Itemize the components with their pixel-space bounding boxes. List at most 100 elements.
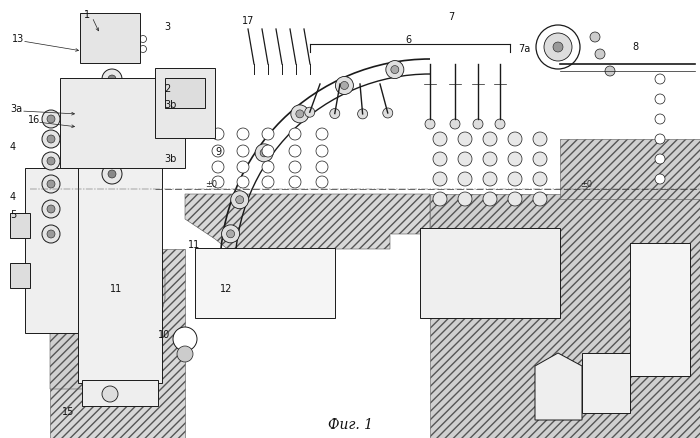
- Circle shape: [212, 162, 224, 173]
- Circle shape: [212, 177, 224, 189]
- Text: 3: 3: [164, 22, 170, 32]
- Circle shape: [458, 133, 472, 147]
- Text: 3a: 3a: [10, 104, 22, 114]
- Circle shape: [433, 193, 447, 207]
- Text: 11: 11: [188, 240, 200, 249]
- Circle shape: [553, 43, 563, 53]
- Circle shape: [42, 153, 60, 171]
- Text: 9: 9: [215, 147, 221, 157]
- Polygon shape: [60, 79, 185, 169]
- Circle shape: [595, 50, 605, 60]
- Circle shape: [655, 175, 665, 184]
- Polygon shape: [80, 14, 140, 64]
- Circle shape: [42, 111, 60, 129]
- Circle shape: [433, 133, 447, 147]
- Circle shape: [289, 129, 301, 141]
- Circle shape: [483, 193, 497, 207]
- Circle shape: [590, 33, 600, 43]
- Circle shape: [212, 146, 224, 158]
- Circle shape: [450, 120, 460, 130]
- Text: 17: 17: [242, 16, 254, 26]
- Circle shape: [316, 177, 328, 189]
- Text: ±0: ±0: [205, 180, 217, 189]
- Text: Фиг. 1: Фиг. 1: [328, 417, 372, 431]
- Text: 15: 15: [62, 406, 74, 416]
- Circle shape: [508, 153, 522, 166]
- Circle shape: [212, 129, 224, 141]
- Polygon shape: [25, 169, 78, 333]
- Polygon shape: [78, 159, 162, 383]
- Circle shape: [296, 111, 304, 119]
- Circle shape: [42, 176, 60, 194]
- Polygon shape: [185, 194, 430, 259]
- Text: 7a: 7a: [518, 44, 531, 54]
- Circle shape: [139, 36, 146, 43]
- Circle shape: [536, 26, 580, 70]
- Circle shape: [655, 95, 665, 105]
- Circle shape: [508, 133, 522, 147]
- Circle shape: [102, 106, 122, 126]
- Circle shape: [47, 180, 55, 189]
- Circle shape: [139, 46, 146, 53]
- Circle shape: [177, 346, 193, 362]
- Text: 2: 2: [164, 84, 170, 94]
- Circle shape: [94, 36, 101, 43]
- Text: 10: 10: [158, 329, 170, 339]
- Circle shape: [433, 153, 447, 166]
- Circle shape: [102, 145, 122, 165]
- Polygon shape: [560, 140, 700, 200]
- Text: 6: 6: [405, 35, 411, 45]
- Circle shape: [335, 77, 354, 95]
- Circle shape: [108, 76, 116, 84]
- Circle shape: [433, 173, 447, 187]
- Text: ±0: ±0: [580, 180, 592, 189]
- Circle shape: [42, 131, 60, 148]
- Polygon shape: [582, 353, 630, 413]
- Circle shape: [655, 155, 665, 165]
- Polygon shape: [82, 380, 158, 406]
- Polygon shape: [165, 79, 205, 109]
- Circle shape: [330, 110, 340, 119]
- Text: 3b: 3b: [164, 154, 176, 164]
- Circle shape: [237, 129, 249, 141]
- Circle shape: [173, 327, 197, 351]
- Polygon shape: [10, 263, 30, 288]
- Circle shape: [458, 153, 472, 166]
- Circle shape: [383, 109, 393, 119]
- Circle shape: [483, 133, 497, 147]
- Circle shape: [125, 36, 132, 43]
- Circle shape: [262, 146, 274, 158]
- Polygon shape: [50, 269, 165, 389]
- Circle shape: [102, 125, 122, 145]
- Circle shape: [102, 70, 122, 90]
- Circle shape: [386, 61, 404, 79]
- Polygon shape: [50, 249, 185, 438]
- Circle shape: [544, 34, 572, 62]
- Circle shape: [289, 177, 301, 189]
- Circle shape: [262, 129, 274, 141]
- Circle shape: [237, 146, 249, 158]
- Circle shape: [47, 116, 55, 124]
- Circle shape: [262, 177, 274, 189]
- Circle shape: [391, 67, 399, 74]
- Circle shape: [316, 146, 328, 158]
- Circle shape: [533, 153, 547, 166]
- Circle shape: [108, 171, 116, 179]
- Circle shape: [495, 120, 505, 130]
- Circle shape: [47, 205, 55, 213]
- Circle shape: [289, 146, 301, 158]
- Circle shape: [102, 88, 122, 108]
- Circle shape: [358, 110, 368, 120]
- Circle shape: [340, 82, 349, 90]
- Circle shape: [108, 46, 116, 53]
- Circle shape: [236, 196, 244, 204]
- Polygon shape: [155, 69, 215, 139]
- Circle shape: [655, 75, 665, 85]
- Circle shape: [108, 112, 116, 120]
- Circle shape: [42, 201, 60, 219]
- Polygon shape: [630, 244, 690, 376]
- Polygon shape: [535, 353, 582, 420]
- Circle shape: [655, 115, 665, 125]
- Circle shape: [262, 162, 274, 173]
- Circle shape: [473, 120, 483, 130]
